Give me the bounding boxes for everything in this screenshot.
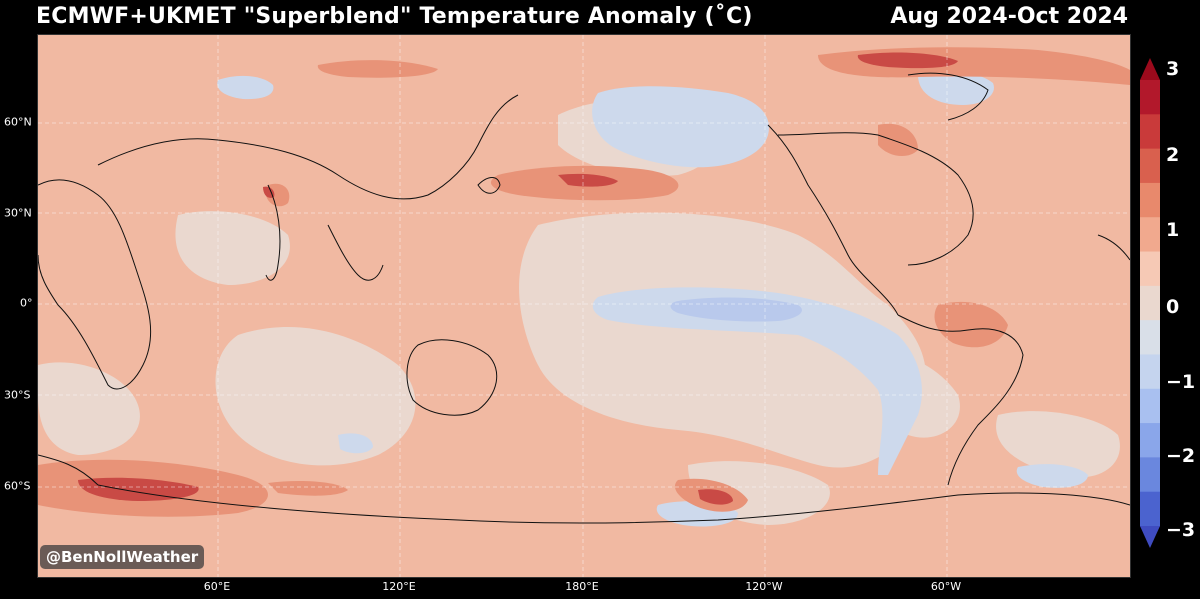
colorbar-segment — [1140, 354, 1160, 390]
colorbar-label-2: 2 — [1166, 144, 1180, 166]
cool-anomaly-regions — [217, 71, 1088, 527]
colorbar-label-1: 1 — [1166, 219, 1180, 241]
colorbar-segment — [1140, 388, 1160, 424]
lat-label-60n: 60°N — [4, 115, 32, 129]
coastlines — [38, 72, 1130, 524]
colorbar-label-neg2: −2 — [1166, 445, 1196, 467]
colorbar-segment — [1140, 457, 1160, 493]
colorbar-label-0: 0 — [1166, 296, 1180, 318]
colorbar-segment — [1140, 182, 1160, 218]
lon-label-120w: 120°W — [745, 580, 783, 593]
colorbar-segment — [1140, 148, 1160, 184]
lon-label-60e: 60°E — [203, 580, 231, 593]
strong-cool-anomaly — [670, 297, 802, 322]
colorbar-segment — [1140, 423, 1160, 458]
lat-label-30n: 30°N — [4, 206, 32, 220]
colorbar-segment — [1140, 80, 1160, 115]
lat-label-30s: 30°S — [4, 388, 31, 402]
colorbar-segment — [1140, 251, 1160, 287]
lon-label-60w: 60°W — [930, 580, 962, 593]
watermark-handle: @BenNollWeather — [40, 545, 205, 569]
colorbar-label-3: 3 — [1166, 58, 1180, 80]
colorbar-min-arrow — [1140, 526, 1160, 548]
colorbar-segment — [1140, 114, 1160, 150]
lon-label-180e: 180°E — [565, 580, 599, 593]
anomaly-map-canvas — [38, 35, 1130, 577]
colorbar-label-neg3: −3 — [1166, 519, 1196, 541]
colorbar-segment — [1140, 491, 1160, 527]
colorbar-segment — [1140, 320, 1160, 355]
lon-label-120e: 120°E — [382, 580, 416, 593]
graticule — [38, 35, 1130, 577]
colorbar-max-arrow — [1140, 58, 1160, 80]
colorbar-label-neg1: −1 — [1166, 371, 1196, 393]
forecast-period: Aug 2024-Oct 2024 — [890, 4, 1128, 29]
colorbar-segment — [1140, 285, 1160, 321]
colorbar — [1140, 58, 1160, 548]
map-title: ECMWF+UKMET "Superblend" Temperature Ano… — [36, 4, 753, 29]
colorbar-segment — [1140, 217, 1160, 253]
anomaly-map — [37, 34, 1131, 578]
lat-label-equator: 0° — [20, 296, 33, 310]
lat-label-60s: 60°S — [4, 479, 31, 493]
strong-warm-anomaly — [78, 52, 958, 505]
